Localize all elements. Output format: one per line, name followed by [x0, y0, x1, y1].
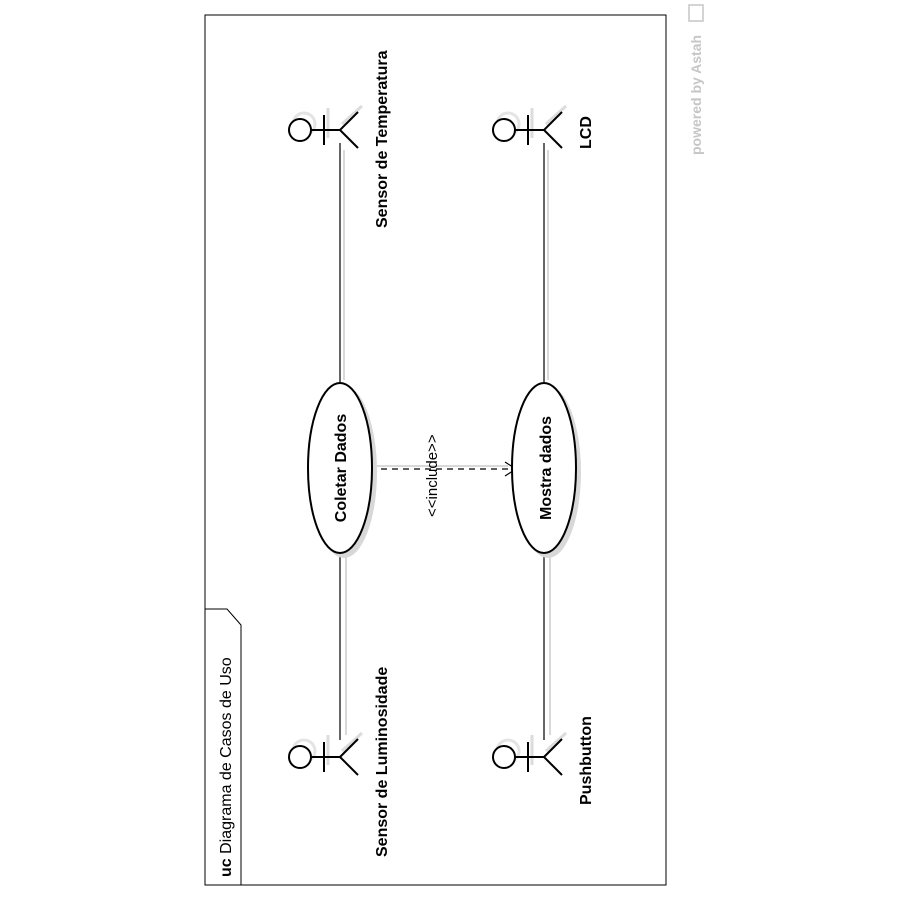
actor-label: LCD: [578, 116, 595, 149]
actor-sensor-temperatura: Sensor de Temperatura: [288, 50, 391, 228]
include-label: <<include>>: [424, 434, 441, 517]
actor-label: Pushbutton: [578, 716, 595, 805]
use-case-mostra-dados: Mostra dados: [511, 382, 581, 558]
actor-lcd: LCD: [492, 104, 595, 149]
frame-title: Diagrama de Casos de Uso: [218, 657, 235, 854]
frame-keyword: uc: [218, 858, 235, 877]
diagram-frame: [204, 14, 667, 886]
astah-logo-icon: [688, 4, 704, 22]
use-case-label: Coletar Dados: [333, 414, 350, 523]
frame-label: uc Diagrama de Casos de Uso: [218, 657, 235, 877]
actor-label: Sensor de Luminosidade: [374, 667, 391, 857]
frame-label-tab: [205, 608, 242, 886]
use-case-coletar-dados: Coletar Dados: [307, 382, 377, 558]
watermark: powered by Astah: [688, 35, 704, 155]
actor-pushbutton: Pushbutton: [492, 716, 595, 805]
actor-label: Sensor de Temperatura: [374, 50, 391, 228]
use-case-label: Mostra dados: [538, 416, 555, 520]
actor-sensor-luminosidade: Sensor de Luminosidade: [288, 667, 391, 857]
